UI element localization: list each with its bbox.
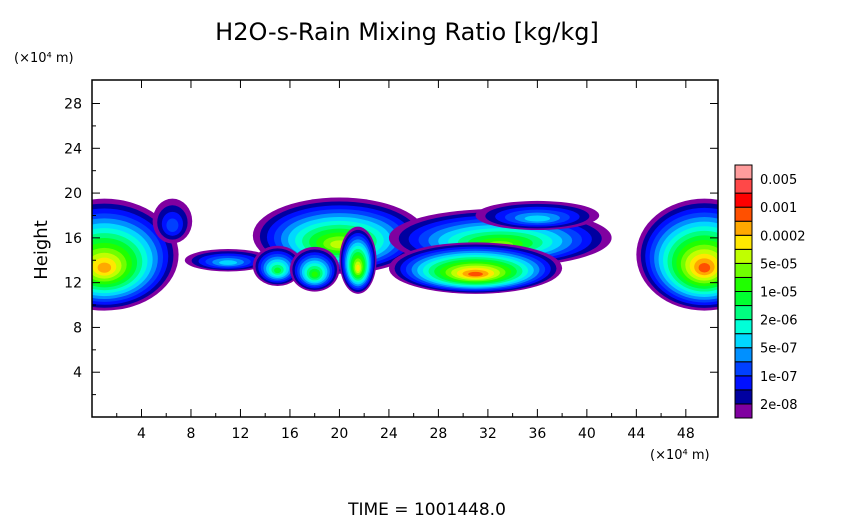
x-tick-label: 20 <box>331 426 349 442</box>
colorbar-label: 2e-06 <box>760 314 798 329</box>
colorbar-swatch <box>734 291 753 307</box>
colorbar-swatch <box>734 347 753 363</box>
x-unit-label: (×10⁴ m) <box>650 448 710 463</box>
colorbar-swatch <box>734 389 753 405</box>
colorbar-swatch <box>734 192 753 208</box>
contour-level-3 <box>166 218 179 233</box>
colorbar-label: 1e-07 <box>760 370 798 385</box>
colorbar-swatch <box>734 164 753 180</box>
y-tick-label: 20 <box>64 186 82 202</box>
contour-level-9 <box>311 271 318 278</box>
plot-frame <box>91 79 719 418</box>
x-tick-label: 36 <box>528 426 546 442</box>
contour-level-14 <box>698 262 711 273</box>
colorbar: 2e-08 1e-07 5e-07 2e-06 1e-05 5e-05 0.0002 0.00… <box>734 164 806 419</box>
x-tick-label: 28 <box>429 426 447 442</box>
colorbar-swatch <box>734 375 753 391</box>
chart-title: H2O-s-Rain Mixing Ratio [kg/kg] <box>215 18 599 46</box>
y-tick-label: 16 <box>64 231 82 247</box>
colorbar-swatch <box>734 276 753 293</box>
colorbar-swatch <box>734 319 753 335</box>
y-axis-label: Height <box>31 220 52 280</box>
x-tick-label: 8 <box>187 426 196 442</box>
colorbar-swatch <box>734 248 753 264</box>
colorbar-label: 5e-07 <box>760 342 798 357</box>
colorbar-swatch <box>734 220 753 236</box>
colorbar-label: 5e-05 <box>760 257 798 272</box>
y-tick-label: 12 <box>64 276 82 292</box>
x-tick-label: 40 <box>578 426 596 442</box>
colorbar-swatch <box>734 234 753 250</box>
x-tick-label: 32 <box>479 426 497 442</box>
colorbar-label: 0.001 <box>760 201 797 216</box>
colorbar-swatch <box>734 262 753 278</box>
x-tick-label: 12 <box>232 426 250 442</box>
contour-field <box>92 197 718 311</box>
y-tick-label: 28 <box>64 97 82 113</box>
colorbar-swatch <box>734 178 753 194</box>
contour-level-5 <box>219 260 238 265</box>
colorbar-label: 2e-08 <box>760 398 798 413</box>
contour-level-12 <box>356 264 360 272</box>
x-tick-label: 24 <box>380 426 398 442</box>
colorbar-label: 1e-05 <box>760 286 798 301</box>
y-tick-label: 4 <box>73 365 82 381</box>
colorbar-swatch <box>734 403 753 419</box>
y-unit-label: (×10⁴ m) <box>14 51 74 66</box>
colorbar-swatch <box>734 333 753 349</box>
x-tick-label: 48 <box>677 426 695 442</box>
colorbar-swatch <box>734 206 753 222</box>
x-tick-label: 4 <box>137 426 146 442</box>
colorbar-swatch <box>734 361 753 377</box>
contour-level-13 <box>97 262 112 273</box>
contour-level-8 <box>274 267 282 274</box>
x-tick-label: 44 <box>627 426 645 442</box>
y-tick-label: 8 <box>73 320 82 336</box>
y-tick-label: 24 <box>64 141 82 157</box>
time-label: TIME = 1001448.0 <box>347 500 506 519</box>
x-tick-label: 16 <box>281 426 299 442</box>
contour-level-5 <box>524 215 551 222</box>
contour-level-14 <box>468 271 483 277</box>
colorbar-label: 0.0002 <box>760 229 806 244</box>
colorbar-swatch <box>734 305 753 321</box>
colorbar-label: 0.005 <box>760 173 797 188</box>
